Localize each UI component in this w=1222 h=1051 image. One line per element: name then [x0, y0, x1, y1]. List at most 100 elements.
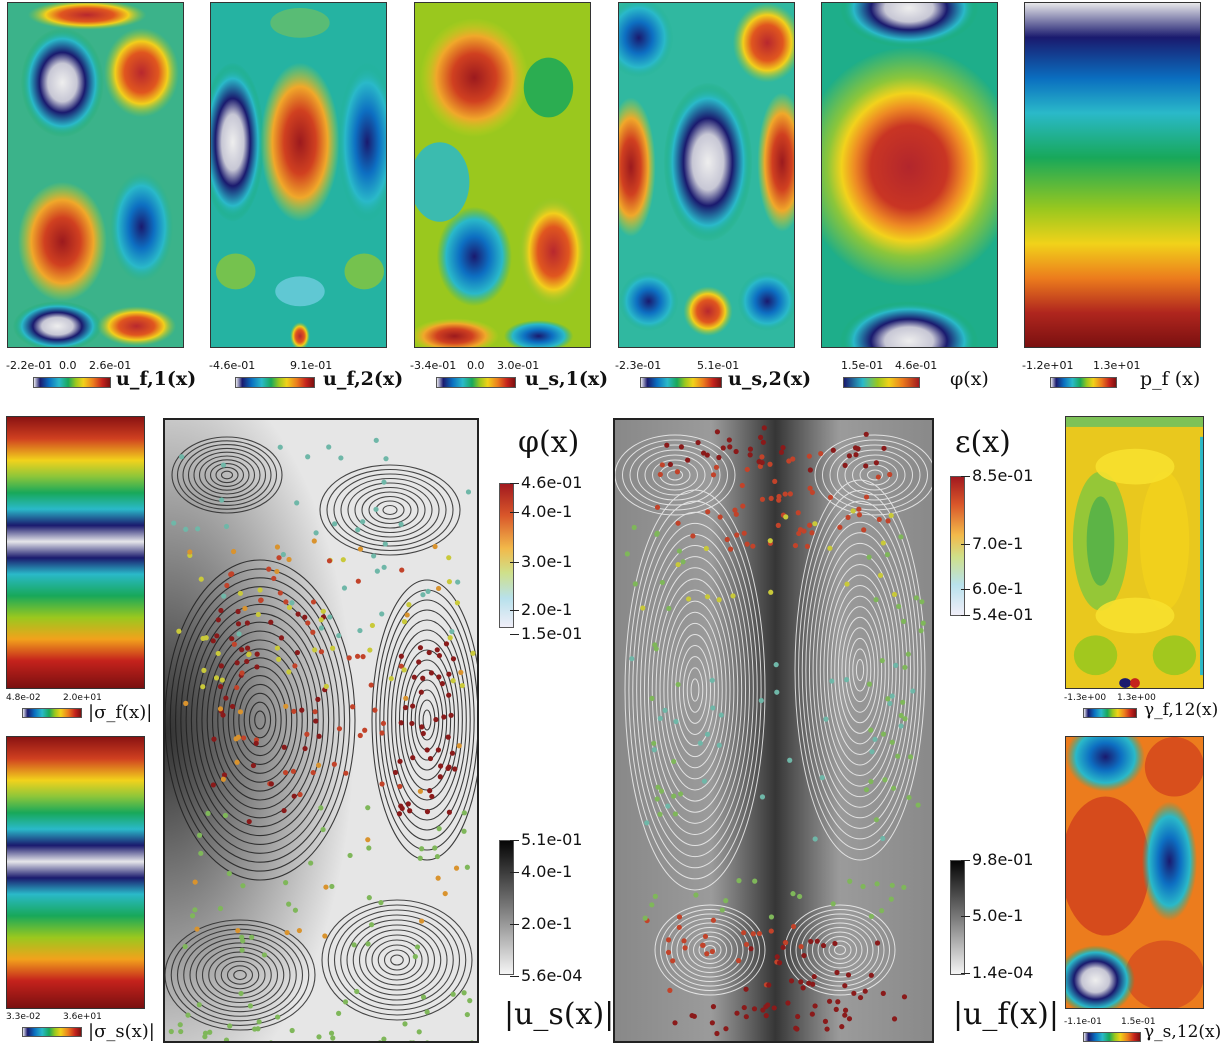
particle-marker: [326, 444, 332, 450]
particle-marker: [452, 766, 458, 772]
streamline: [204, 459, 250, 491]
particle-marker: [846, 453, 853, 459]
particle-marker: [675, 561, 681, 568]
particle-marker: [338, 455, 344, 461]
streamline: [198, 455, 256, 495]
particle-marker: [383, 456, 389, 462]
particle-marker: [868, 913, 875, 919]
particle-marker: [372, 707, 378, 713]
particle-marker: [700, 942, 706, 948]
streamline: [837, 449, 913, 501]
particle-marker: [889, 739, 895, 745]
tick-sigma-f-min: 4.8e-02: [6, 693, 41, 703]
particle-marker: [434, 647, 440, 653]
particle-marker: [200, 684, 206, 690]
particle-marker: [211, 736, 217, 742]
particle-marker: [632, 581, 638, 587]
particle-marker: [435, 875, 441, 881]
particle-marker: [371, 553, 377, 559]
particle-marker: [880, 990, 886, 997]
particle-marker: [219, 677, 225, 683]
fluid-color-title: ε(x): [955, 425, 1011, 460]
streamline: [655, 578, 735, 802]
particle-marker: [271, 575, 277, 582]
particle-marker: [198, 850, 204, 856]
particle-marker: [885, 696, 891, 702]
particle-marker: [881, 445, 887, 451]
streamline: [208, 951, 272, 999]
particle-marker: [703, 545, 709, 552]
particle-marker: [766, 982, 772, 988]
particle-marker: [772, 478, 778, 484]
particle-marker: [672, 811, 678, 817]
streamline: [195, 942, 285, 1008]
streamline: [383, 609, 471, 831]
particle-marker: [313, 530, 319, 536]
tick-uf2-max: 9.1e-01: [290, 359, 333, 372]
particle-marker: [249, 934, 255, 940]
particle-marker: [763, 1013, 769, 1019]
colorbar-pf: [1050, 377, 1117, 388]
particle-marker: [192, 879, 198, 885]
particle-marker: [236, 631, 242, 637]
particle-marker: [350, 704, 356, 710]
streamline: [206, 630, 314, 810]
particle-marker: [357, 732, 363, 739]
particle-marker: [365, 805, 371, 811]
particle-marker: [291, 708, 297, 714]
streamline: [165, 559, 356, 881]
particle-marker: [229, 636, 235, 642]
streamline: [333, 473, 447, 547]
particle-marker: [834, 969, 840, 976]
streamline: [358, 929, 436, 991]
particle-marker: [453, 865, 460, 871]
particle-marker: [747, 446, 754, 452]
particle-marker: [246, 651, 252, 658]
particle-marker: [450, 991, 456, 997]
tick-uf1-max: 2.6e-01: [89, 359, 132, 372]
particle-marker: [205, 810, 211, 816]
particle-marker: [654, 531, 660, 537]
particle-marker: [219, 497, 225, 503]
particle-marker: [402, 704, 409, 711]
particle-marker: [470, 650, 476, 656]
particle-marker: [224, 582, 230, 589]
particle-marker: [196, 832, 203, 838]
particle-marker: [244, 645, 251, 651]
particle-marker: [256, 1019, 262, 1025]
particle-marker: [830, 901, 836, 907]
particle-marker: [427, 755, 434, 762]
particle-marker: [682, 945, 688, 951]
particle-marker: [381, 1036, 387, 1041]
particle-marker: [857, 994, 864, 1001]
field-plot-sigma-s: [6, 736, 145, 1009]
particle-marker: [369, 622, 376, 629]
particle-marker: [357, 546, 364, 552]
particle-marker: [436, 652, 443, 659]
streamline: [659, 589, 731, 791]
tick-phi-min: 1.5e-01: [841, 359, 884, 372]
streamline: [667, 469, 683, 481]
particle-marker: [299, 707, 305, 713]
particle-marker: [740, 503, 746, 509]
tick-sigma-f-max: 2.0e+01: [63, 693, 102, 703]
streamline: [217, 648, 303, 792]
particle-marker: [226, 870, 232, 877]
particle-marker: [234, 660, 240, 666]
particle-marker: [240, 883, 246, 889]
particle-marker: [318, 625, 325, 631]
particle-marker: [776, 493, 782, 500]
particle-marker: [720, 445, 726, 451]
particle-marker: [239, 670, 245, 676]
particle-marker: [795, 510, 801, 516]
streamline: [361, 491, 419, 529]
streamline: [622, 439, 728, 511]
streamline: [693, 936, 727, 964]
label-phi: φ(x): [950, 368, 989, 390]
particle-marker: [718, 712, 724, 718]
streamline: [175, 577, 345, 863]
streamline: [185, 595, 335, 845]
streamline: [333, 909, 461, 1011]
particle-marker: [294, 500, 300, 506]
particle-marker: [257, 587, 263, 593]
